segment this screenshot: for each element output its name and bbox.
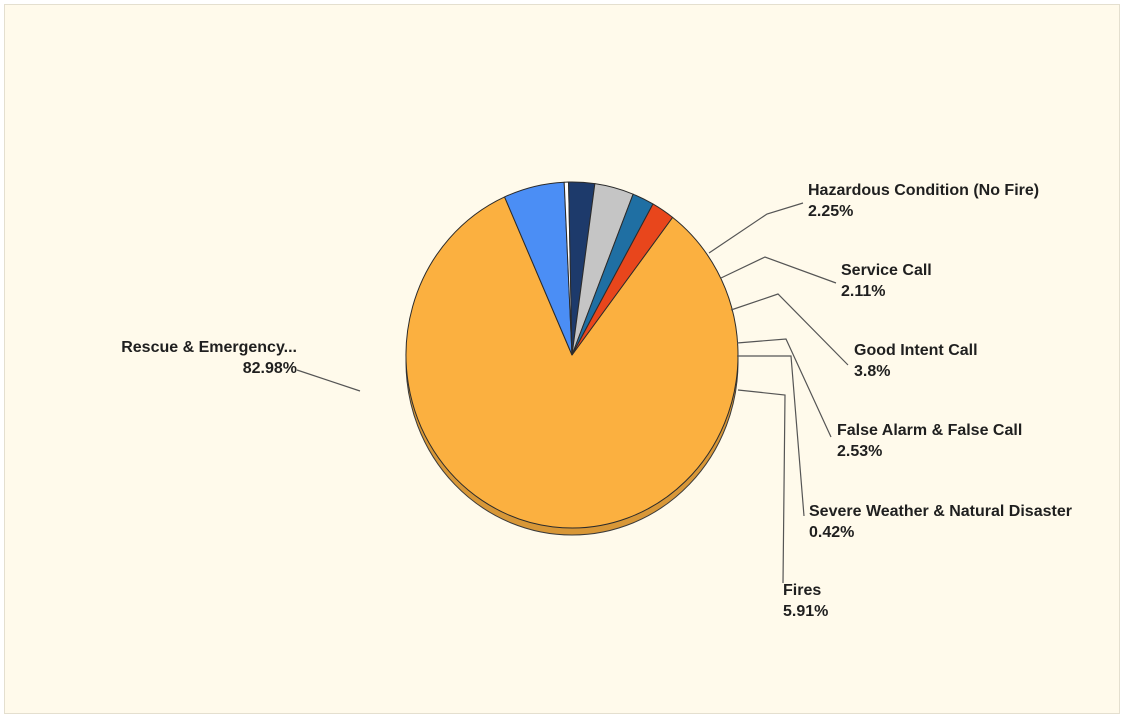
slice-label-2: Service Call bbox=[841, 262, 932, 279]
slice-label-1: Hazardous Condition (No Fire) bbox=[808, 182, 1039, 199]
slice-value-0: 82.98% bbox=[243, 360, 297, 377]
leader-line-6 bbox=[737, 389, 786, 584]
slice-value-4: 2.53% bbox=[837, 443, 882, 460]
leader-line-2 bbox=[720, 256, 837, 284]
slice-value-6: 5.91% bbox=[783, 603, 828, 620]
slice-value-2: 2.11% bbox=[841, 283, 885, 300]
leader-line-4 bbox=[736, 338, 832, 438]
pie-slice-0[interactable] bbox=[405, 196, 739, 529]
leader-line-3 bbox=[730, 293, 849, 366]
slice-value-3: 3.8% bbox=[854, 363, 890, 380]
slice-label-5: Severe Weather & Natural Disaster bbox=[809, 503, 1072, 520]
pie-chart: Rescue & Emergency... 82.98% Hazardous Con… bbox=[121, 181, 1072, 620]
slice-value-1: 2.25% bbox=[808, 203, 853, 220]
pie-slice-1[interactable] bbox=[571, 203, 674, 356]
slice-label-4: False Alarm & False Call bbox=[837, 422, 1022, 439]
leader-line-5 bbox=[737, 355, 805, 517]
slice-label-0: Rescue & Emergency... bbox=[121, 339, 297, 356]
slice-label-6: Fires bbox=[783, 582, 821, 599]
leader-line-0 bbox=[296, 369, 361, 392]
slice-value-5: 0.42% bbox=[809, 524, 854, 541]
slice-label-3: Good Intent Call bbox=[854, 342, 978, 359]
chart-area: Rescue & Emergency... 82.98% Hazardous Con… bbox=[4, 4, 1120, 714]
leader-line-1 bbox=[708, 202, 804, 254]
